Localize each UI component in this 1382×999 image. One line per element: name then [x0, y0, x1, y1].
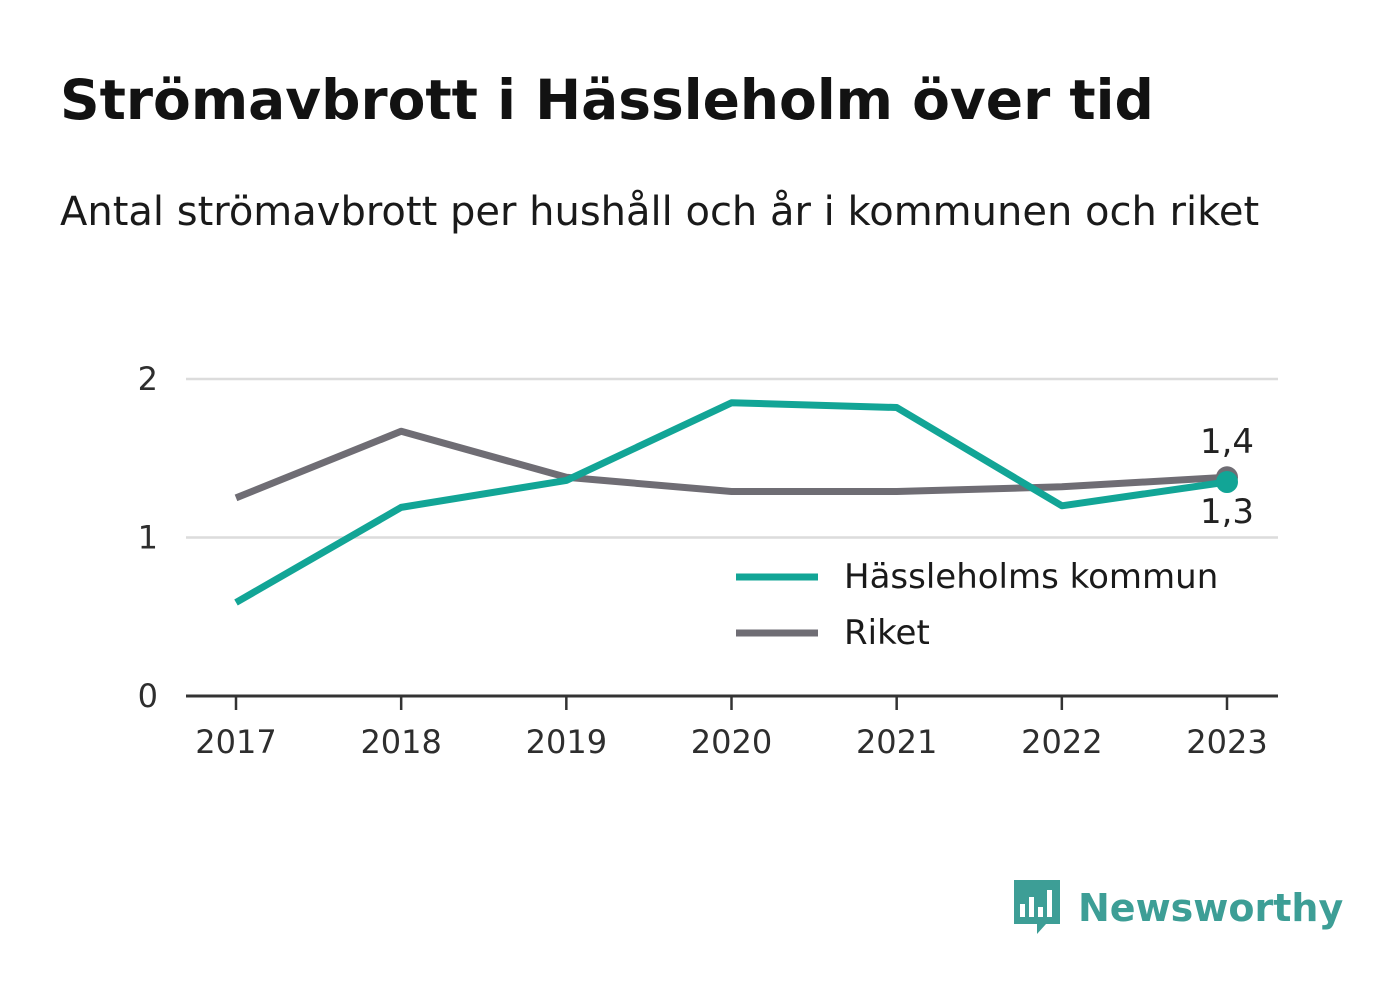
- series-end-point-0: [1216, 471, 1238, 494]
- x-tick-label: 2019: [526, 723, 607, 761]
- y-tick-label: 1: [138, 519, 158, 557]
- chart-subtitle: Antal strömavbrott per hushåll och år i …: [60, 189, 1260, 235]
- end-value-label-riket: 1,4: [1200, 422, 1254, 462]
- chart-title: Strömavbrott i Hässleholm över tid: [60, 68, 1154, 132]
- brand-name: Newsworthy: [1078, 886, 1344, 930]
- x-tick-label: 2021: [856, 723, 937, 761]
- x-tick-label: 2022: [1021, 723, 1102, 761]
- bar-chart-speech-bubble-icon: [1014, 880, 1060, 934]
- x-tick-label: 2023: [1186, 723, 1267, 761]
- legend-label: Hässleholms kommun: [844, 557, 1218, 597]
- x-tick-label: 2020: [691, 723, 772, 761]
- series-line-1: [234, 427, 1228, 502]
- y-tick-label: 2: [138, 360, 158, 398]
- legend-label: Riket: [844, 613, 930, 653]
- brand-logo: Newsworthy: [1010, 876, 1343, 940]
- x-tick-label: 2018: [360, 723, 441, 761]
- x-tick-label: 2017: [195, 723, 276, 761]
- series-line-0: [234, 399, 1228, 606]
- y-tick-label: 0: [138, 677, 158, 715]
- end-value-label-kommun: 1,3: [1200, 492, 1254, 532]
